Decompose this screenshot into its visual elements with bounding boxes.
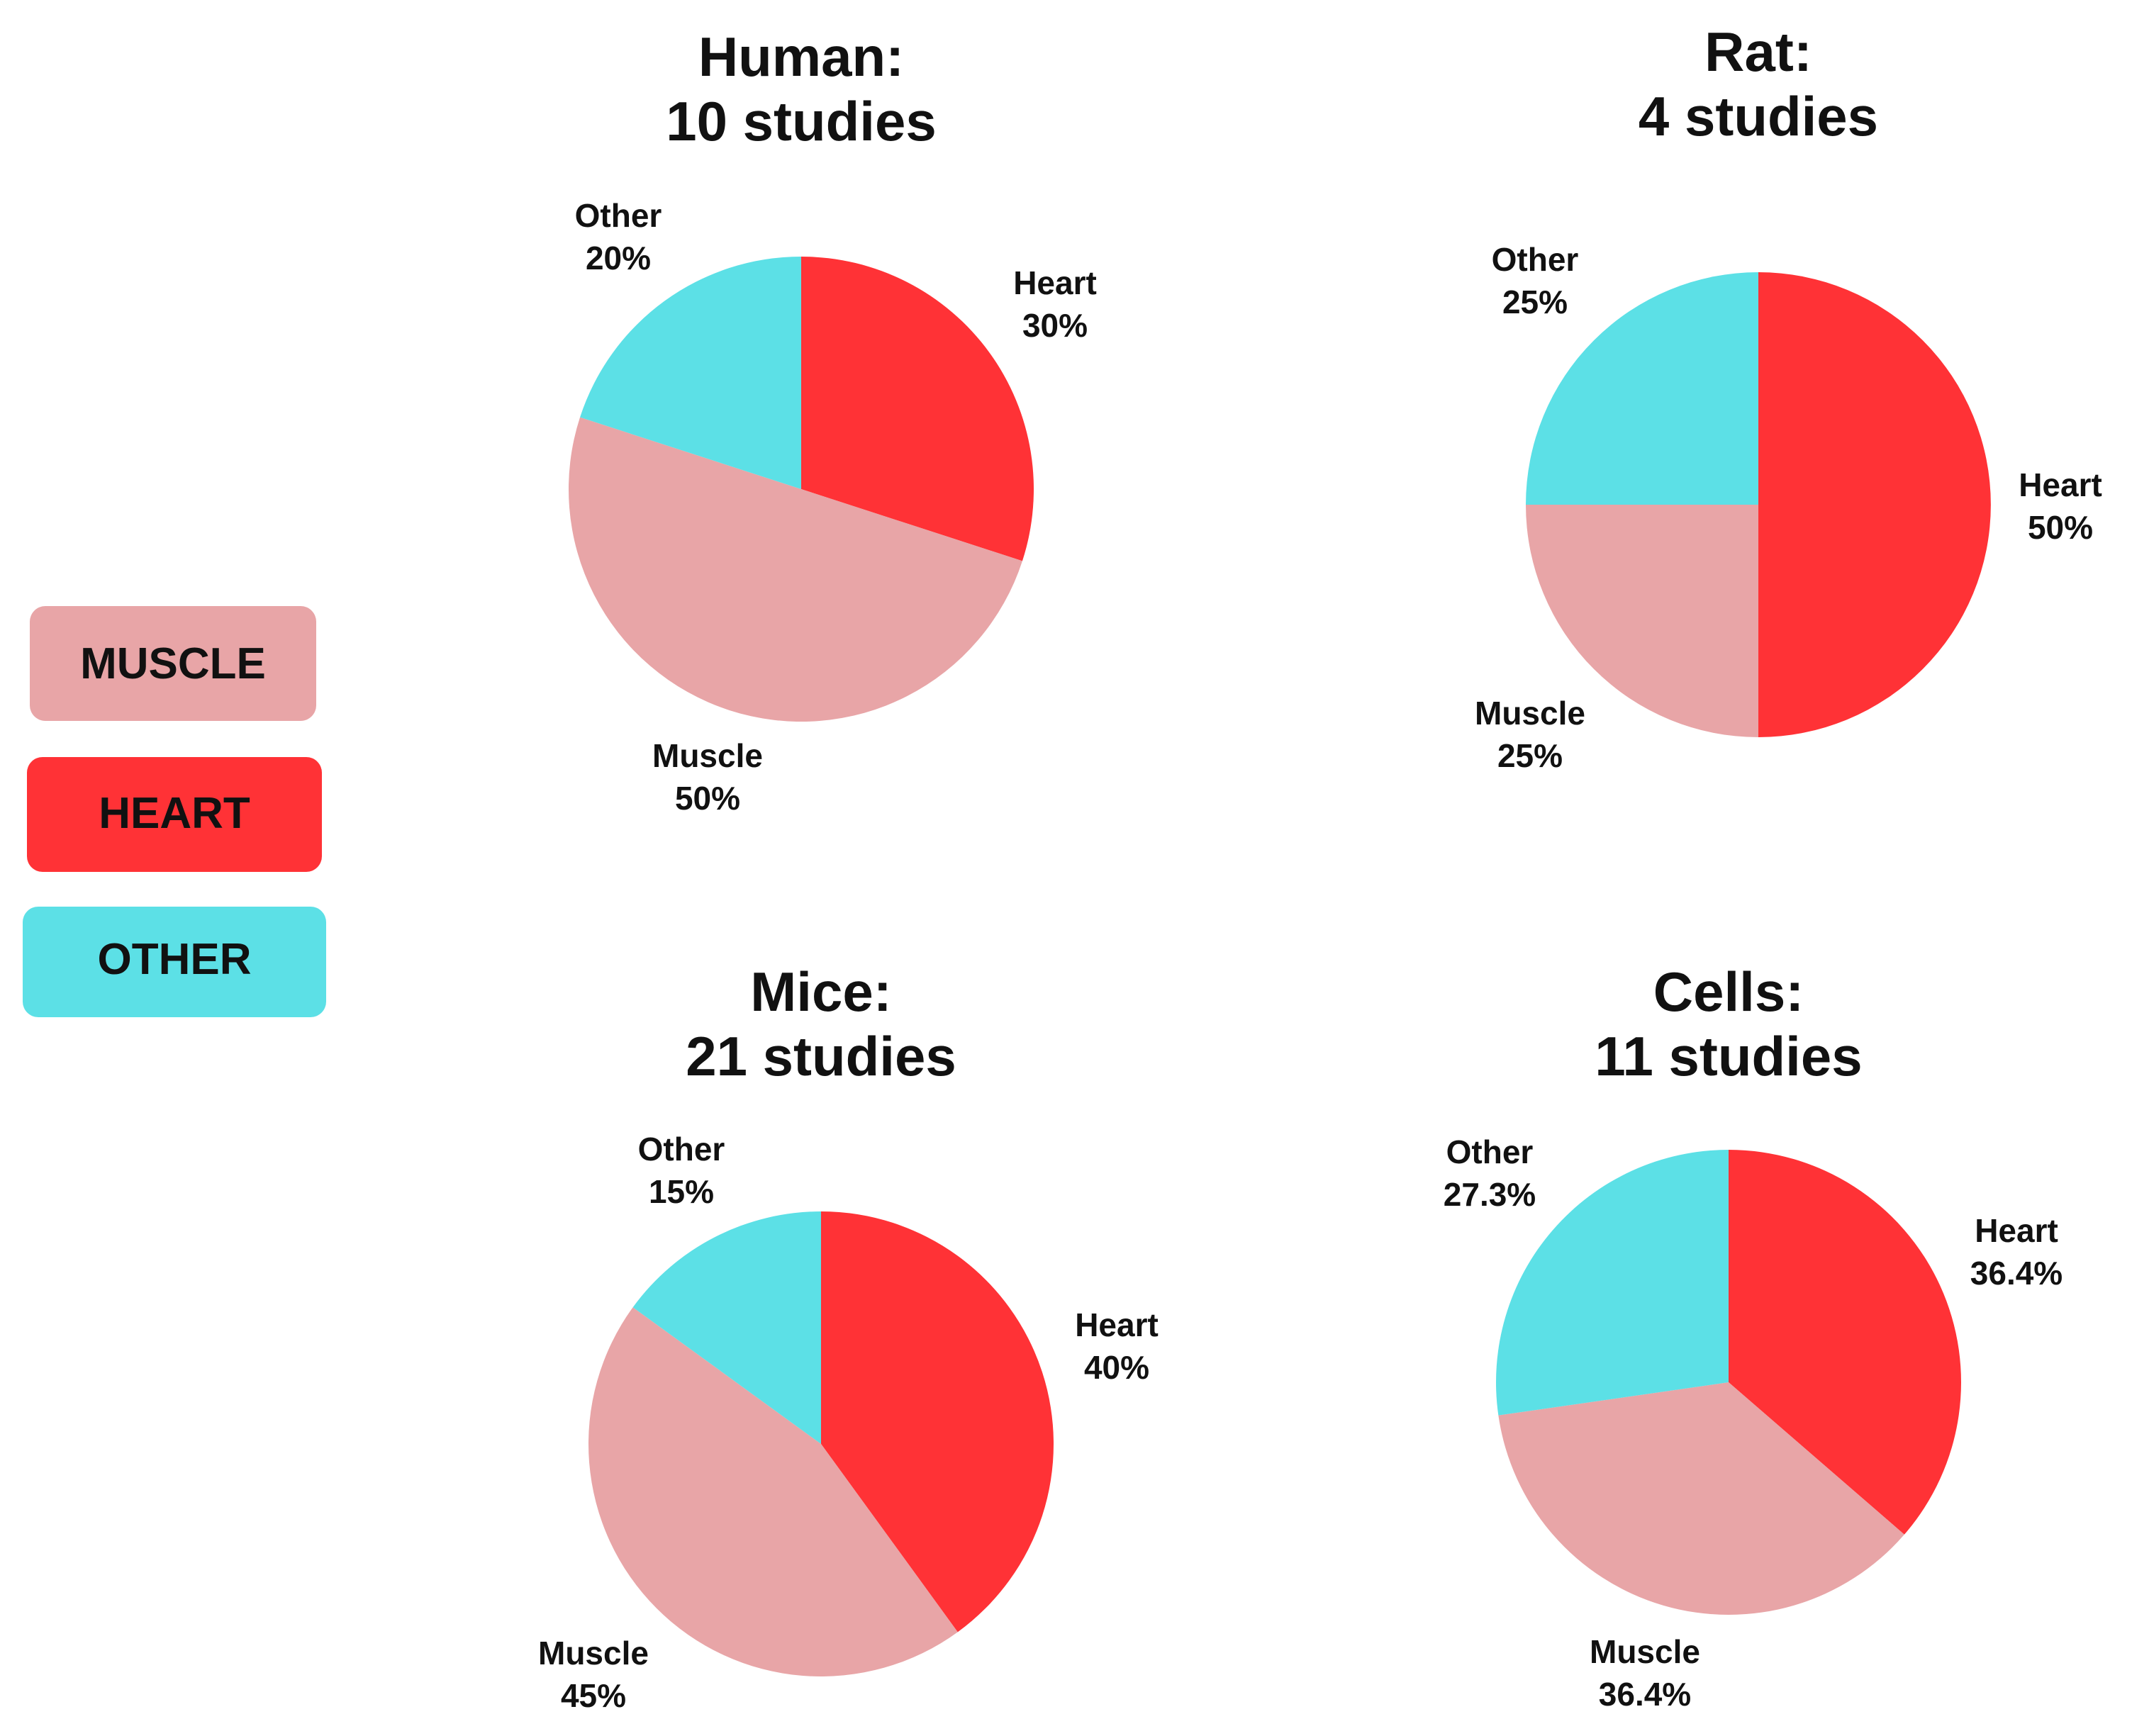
pie-slice-other	[1526, 272, 1758, 505]
pie-slice-other	[1496, 1150, 1729, 1416]
chart-title-line-2: 4 studies	[1639, 85, 1878, 147]
chart-title-line-1: Mice:	[750, 961, 891, 1023]
chart-title-line-2: 21 studies	[686, 1025, 956, 1087]
pie-slice-muscle	[588, 1307, 958, 1676]
slice-label-other: Other	[1446, 1133, 1534, 1170]
chart-title-line-1: Cells:	[1653, 961, 1804, 1023]
legend-label-muscle: MUSCLE	[80, 639, 266, 688]
slice-label-heart: Heart	[1075, 1306, 1159, 1343]
legend-swatch-heart	[27, 757, 322, 872]
slice-label-other: Other	[575, 197, 662, 234]
legend-swatch-other	[23, 907, 326, 1017]
slice-label-muscle: Muscle	[1590, 1633, 1700, 1670]
pie-chart-rat: Rat:4 studies Heart 50% Muscle 25% Other 25%	[1475, 21, 2102, 774]
slice-label-muscle: Muscle	[652, 737, 763, 774]
chart-title-line-1: Human:	[698, 26, 904, 88]
slice-value-muscle: 25%	[1497, 737, 1563, 774]
pie-slice-other	[580, 257, 801, 489]
slice-label-heart: Heart	[1975, 1212, 2058, 1249]
slice-label-muscle: Muscle	[1475, 695, 1585, 732]
legend-item-other: OTHER	[23, 907, 326, 1017]
slice-value-other: 20%	[586, 240, 651, 276]
legend-swatch-muscle	[30, 606, 316, 721]
legend-label-other: OTHER	[98, 935, 252, 984]
slice-label-heart: Heart	[1013, 264, 1097, 301]
pie-chart-cells: Cells:11 studies Heart 36.4% Muscle 36.4% Oth…	[1444, 961, 2063, 1713]
slice-label-heart: Heart	[2019, 466, 2102, 503]
legend-item-muscle: MUSCLE	[30, 606, 316, 721]
slice-value-muscle: 45%	[561, 1677, 626, 1714]
slice-label-other: Other	[1492, 241, 1579, 278]
pie-slice-muscle	[1526, 505, 1758, 737]
chart-title-line-1: Rat:	[1704, 21, 1812, 83]
pie-chart-human: Human:10 studies Heart 30% Muscle 50% Other 20…	[568, 26, 1097, 817]
slice-value-other: 27.3%	[1444, 1176, 1536, 1213]
slice-value-heart: 50%	[2028, 509, 2093, 546]
chart-title-line-2: 11 studies	[1595, 1025, 1862, 1087]
legend-item-heart: HEART	[27, 757, 322, 872]
pie-chart-mice: Mice:21 studies Heart 40% Muscle 45% Other 15%	[538, 961, 1159, 1714]
legend-label-heart: HEART	[99, 789, 250, 838]
slice-value-other: 15%	[649, 1173, 714, 1210]
slice-value-heart: 36.4%	[1970, 1255, 2063, 1292]
pie-slice-other	[632, 1211, 821, 1444]
legend: MUSCLE HEART OTHER	[23, 606, 326, 1017]
slice-label-muscle: Muscle	[538, 1635, 649, 1671]
slice-value-muscle: 50%	[675, 780, 740, 817]
slice-value-muscle: 36.4%	[1599, 1676, 1691, 1713]
slice-value-heart: 40%	[1084, 1349, 1149, 1386]
slice-label-other: Other	[638, 1131, 725, 1167]
slice-value-other: 25%	[1502, 284, 1568, 320]
pie-slice-heart	[821, 1211, 1054, 1633]
pie-slice-muscle	[568, 417, 1022, 722]
pie-slice-heart	[1729, 1150, 1962, 1535]
pie-slice-muscle	[1498, 1382, 1904, 1615]
pie-slice-heart	[801, 257, 1034, 561]
pie-slice-heart	[1758, 272, 1991, 737]
chart-title-line-2: 10 studies	[666, 90, 937, 152]
slice-value-heart: 30%	[1022, 307, 1088, 344]
